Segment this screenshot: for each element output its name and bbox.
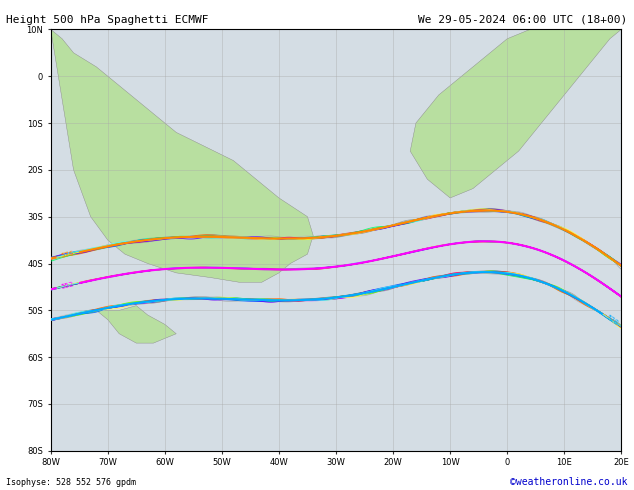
Text: 528: 528 bbox=[605, 314, 619, 327]
Text: Isophyse: 528 552 576 gpdm: Isophyse: 528 552 576 gpdm bbox=[6, 478, 136, 487]
Polygon shape bbox=[410, 29, 621, 198]
Text: Height 500 hPa Spaghetti ECMWF: Height 500 hPa Spaghetti ECMWF bbox=[6, 15, 209, 24]
Text: ©weatheronline.co.uk: ©weatheronline.co.uk bbox=[510, 477, 628, 487]
Text: We 29-05-2024 06:00 UTC (18+00): We 29-05-2024 06:00 UTC (18+00) bbox=[418, 15, 628, 24]
Polygon shape bbox=[96, 306, 176, 343]
Polygon shape bbox=[51, 29, 313, 282]
Text: 576: 576 bbox=[61, 250, 75, 259]
Text: 552: 552 bbox=[61, 281, 75, 290]
